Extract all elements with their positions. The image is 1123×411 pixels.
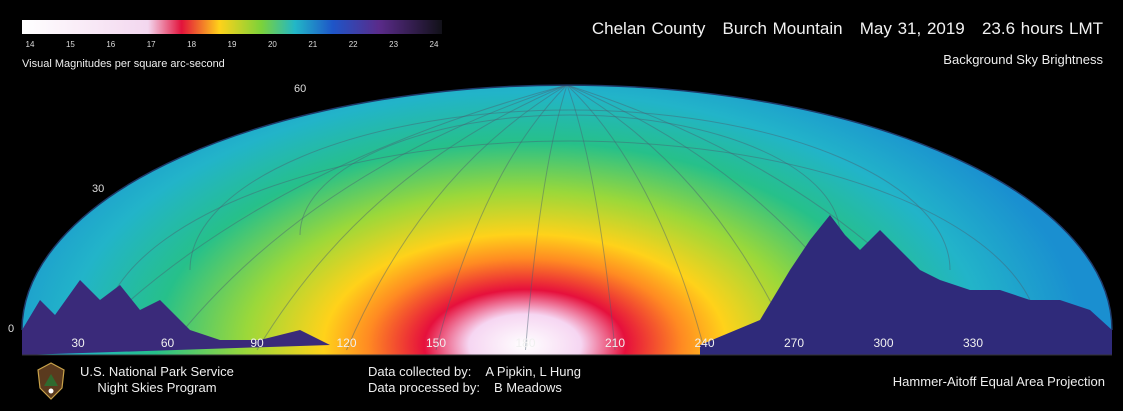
collected-label: Data collected by: [368,364,472,379]
altitude-label-30: 30 [92,183,105,195]
colorbar-tick-label: 19 [227,40,237,49]
county-name: Chelan County [591,19,706,38]
colorbar-label: Visual Magnitudes per square arc-second [22,58,225,70]
colorbar-tick-label: 22 [348,40,358,49]
dome-outline [21,84,1113,331]
colorbar-tick-label: 21 [308,40,318,49]
graticule-meridian [566,85,705,351]
collected-value: A Pipkin, L Hung [485,364,581,379]
data-credit: Data collected by: A Pipkin, L Hung Data … [368,364,581,396]
graticule-meridian [256,85,568,351]
graticule-meridian [167,85,568,351]
observation-date: May 31, 2019 [859,19,965,38]
magnitude-colorbar [22,20,442,34]
graticule-meridian [566,85,616,351]
azimuth-label: 90 [250,336,264,350]
observation-time: 23.6 hours LMT [981,19,1103,38]
projection-label: Hammer-Aitoff Equal Area Projection [892,374,1105,389]
page-title: Chelan County Burch Mountain May 31, 201… [592,19,1103,39]
map-subtitle: Background Sky Brightness [943,52,1103,67]
azimuth-label: 300 [873,336,894,350]
azimuth-label: 330 [962,336,984,350]
colorbar-tick-label: 15 [65,40,75,49]
graticule-meridian [346,85,568,351]
horizon-trees-left [22,280,330,355]
altitude-label-0: 0 [8,323,15,335]
processed-label: Data processed by: [368,380,481,395]
azimuth-label: 150 [425,336,447,350]
colorbar-tick-label: 14 [25,40,35,49]
azimuth-label: 60 [160,336,175,350]
site-name: Burch Mountain [722,19,843,38]
graticule-meridian [525,85,568,351]
program-name: Night Skies Program [97,380,217,395]
horizon-trees-right [700,215,1112,355]
nps-arrowhead-icon [37,362,65,400]
colorbar-tick-label: 18 [187,40,197,49]
colorbar-tick-label: 16 [106,40,116,49]
altitude-label-60: 60 [294,83,307,95]
azimuth-label: 120 [336,336,357,350]
sky-dome [22,85,1112,356]
azimuth-label: 180 [515,336,536,350]
azimuth-label: 270 [783,336,805,350]
azimuth-label: 240 [694,336,715,350]
colorbar-tick-label: 20 [267,40,277,49]
processed-value: B Meadows [494,380,562,395]
graticule-meridian [435,85,568,351]
azimuth-label: 210 [604,336,626,350]
organization-name: U.S. National Park Service [80,364,234,379]
organization-credit: U.S. National Park Service Night Skies P… [80,364,234,396]
colorbar-tick-label: 17 [146,40,156,49]
colorbar-tick-label: 24 [429,40,439,49]
azimuth-label: 30 [71,336,85,350]
colorbar-tick-label: 23 [389,40,399,49]
